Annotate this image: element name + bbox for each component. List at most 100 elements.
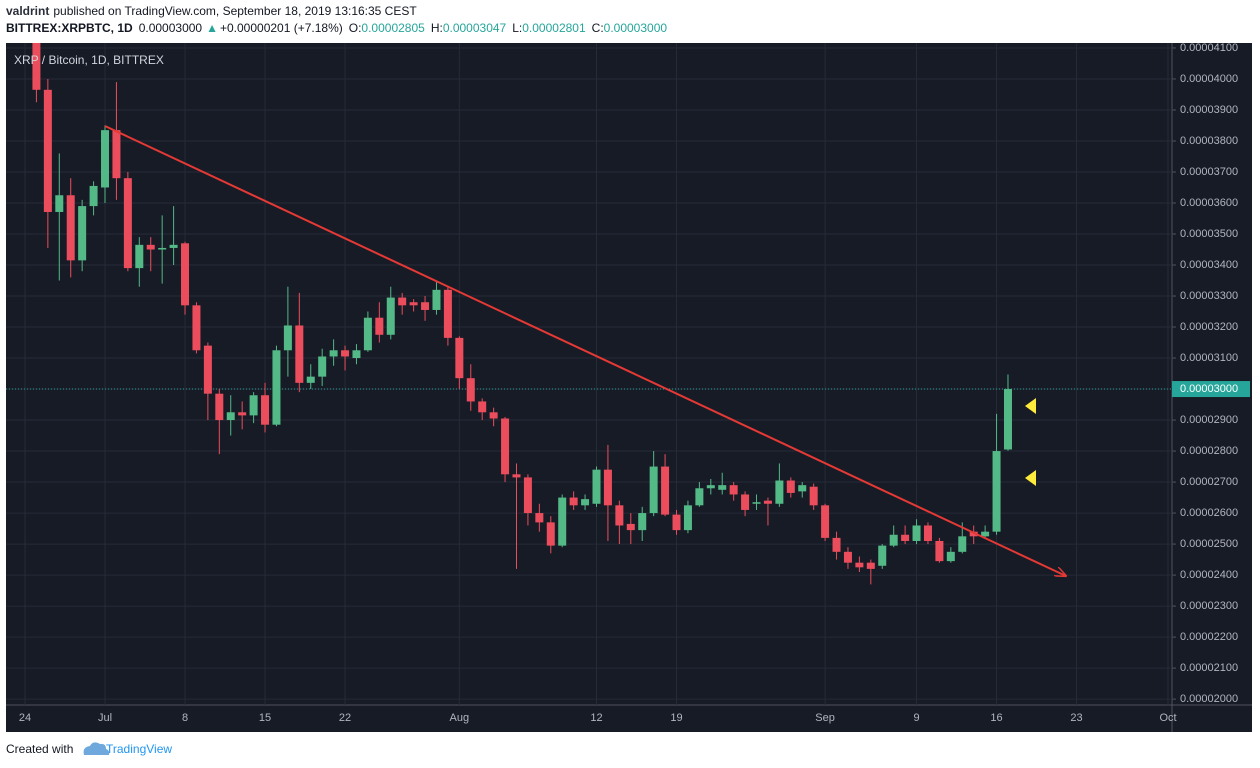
candle-body — [981, 531, 990, 537]
candle-body — [718, 485, 727, 490]
candle-body — [43, 89, 52, 212]
candle-body — [969, 531, 978, 537]
candle-body — [798, 485, 807, 492]
chart-title: XRP / Bitcoin, 1D, BITTREX — [14, 53, 164, 67]
candle-body — [318, 356, 327, 377]
candle-body — [489, 412, 498, 419]
y-tick-label: 0.00003300 — [1180, 290, 1238, 302]
candle-body — [363, 317, 372, 351]
candle-body — [158, 247, 167, 250]
logo[interactable] — [83, 742, 110, 755]
candle-body — [375, 317, 384, 335]
trend-line — [104, 125, 1066, 576]
symbol-line: BITTREX:XRPBTC, 1D 0.00003000 ▲ +0.00000201… — [6, 21, 667, 35]
user[interactable]: valdrint — [6, 4, 49, 18]
candle-body — [386, 297, 395, 335]
c-label: C: — [592, 21, 604, 35]
o: 0.00002805 — [361, 21, 425, 35]
candle-body — [226, 412, 235, 421]
candle-body — [101, 130, 110, 188]
y-tick-label: 0.00002900 — [1180, 414, 1238, 426]
candle-body — [958, 536, 967, 552]
candle-body — [169, 244, 178, 248]
candle-body — [341, 350, 350, 357]
candle-body — [261, 395, 270, 425]
symbol: BITTREX:XRPBTC, 1D — [6, 21, 133, 35]
candle-body — [421, 302, 430, 310]
candle-body — [55, 195, 64, 212]
candle-body — [523, 477, 532, 514]
candle-body — [901, 534, 910, 541]
last-price-label: 0.00003000 — [1180, 383, 1238, 395]
candle-body — [501, 418, 510, 475]
y-tick-label: 0.00002400 — [1180, 569, 1238, 581]
candle-body — [729, 485, 738, 495]
candle-body — [661, 466, 670, 515]
y-tick-label: 0.00003200 — [1180, 321, 1238, 333]
published: published on TradingView.com, September … — [53, 4, 417, 18]
change: +0.00000201 (+7.18%) — [220, 21, 343, 35]
y-tick-label: 0.00003800 — [1180, 135, 1238, 147]
candle-body — [398, 297, 407, 306]
y-tick-label: 0.00003900 — [1180, 104, 1238, 116]
candle-body — [626, 523, 635, 531]
candle-body — [455, 337, 464, 379]
candle-body — [535, 513, 544, 523]
candle-body — [923, 525, 932, 541]
h: 0.00003047 — [443, 21, 507, 35]
x-tick-label: 15 — [259, 712, 271, 724]
y-tick-label: 0.00003400 — [1180, 259, 1238, 271]
candle-body — [935, 540, 944, 562]
marker-triangle — [1025, 470, 1036, 486]
candle-body — [752, 502, 761, 504]
y-tick-label: 0.00004100 — [1180, 42, 1238, 54]
x-tick-label: 16 — [990, 712, 1002, 724]
l-label: L: — [512, 21, 522, 35]
axes: 0.00004100 0.00004000 0.00003900 0.00003800… — [19, 42, 1250, 724]
y-tick-label: 0.00003500 — [1180, 228, 1238, 240]
candle-body — [855, 562, 864, 568]
candle-body — [603, 469, 612, 506]
candle-body — [352, 350, 361, 359]
candle-body — [638, 513, 647, 531]
candle-body — [741, 494, 750, 510]
candle-body — [878, 545, 887, 566]
y-tick-label: 0.00002500 — [1180, 538, 1238, 550]
last-price-box — [1172, 381, 1250, 398]
candle-body — [466, 378, 475, 402]
candle-body — [272, 350, 281, 425]
x-tick-label: 23 — [1070, 712, 1082, 724]
candle-body — [123, 178, 132, 269]
publish-line: valdrint published on TradingView.com, Se… — [6, 4, 417, 18]
y-tick-label: 0.00003600 — [1180, 197, 1238, 209]
candle-body — [558, 497, 567, 546]
footer-created: Created with — [6, 742, 73, 756]
x-tick-label: 22 — [339, 712, 351, 724]
candle-body — [912, 525, 921, 541]
o-label: O: — [349, 21, 362, 35]
x-tick-label: 19 — [670, 712, 682, 724]
candle-body — [786, 480, 795, 493]
last: 0.00003000 — [139, 21, 203, 35]
candle-body — [181, 243, 190, 306]
y-tick-label: 0.00003700 — [1180, 166, 1238, 178]
candle-body — [649, 466, 658, 514]
candle-body — [889, 534, 898, 546]
candle-body — [215, 393, 224, 421]
candle-body — [432, 289, 441, 310]
candle-body — [832, 537, 841, 552]
candle-body — [478, 401, 487, 413]
candle-body — [249, 395, 258, 416]
candle-body — [775, 480, 784, 504]
x-tick-label: Jul — [98, 712, 112, 724]
candle-body — [615, 505, 624, 526]
candle-body — [763, 500, 772, 504]
candle-body — [409, 302, 418, 306]
y-tick-label: 0.00002600 — [1180, 507, 1238, 519]
y-tick-label: 0.00002300 — [1180, 600, 1238, 612]
h-label: H: — [431, 21, 443, 35]
candle-body — [89, 185, 98, 207]
x-tick-label: 9 — [913, 712, 919, 724]
candle-body — [1003, 389, 1012, 450]
footer-brand[interactable]: TradingView — [106, 742, 172, 756]
